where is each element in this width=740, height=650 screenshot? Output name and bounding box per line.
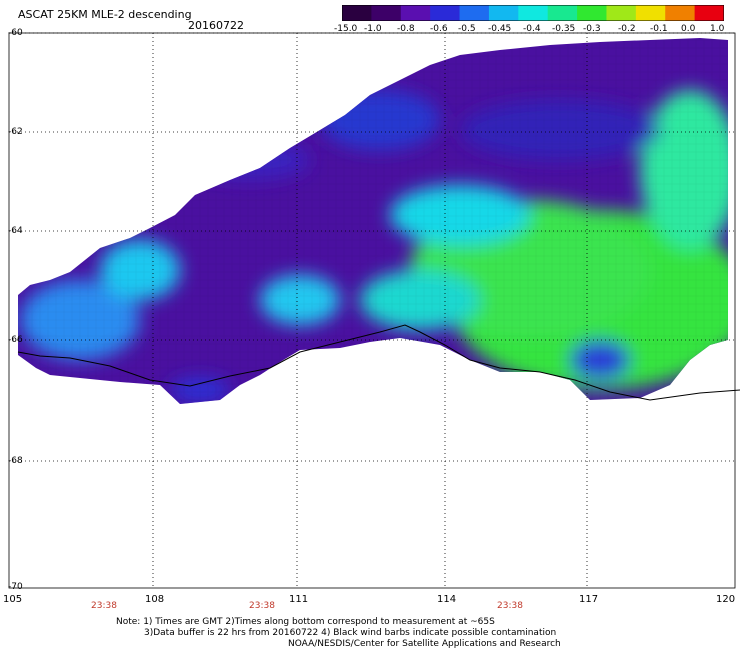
- colorbar-label: -0.1: [650, 24, 668, 34]
- time-label: 23:38: [249, 601, 275, 611]
- colorbar-label: 0.0: [681, 24, 696, 34]
- colorbar-label: -0.45: [488, 24, 512, 34]
- time-label: 23:38: [497, 601, 523, 611]
- colorbar-labels: -15.0 -1.0 -0.8 -0.6 -0.5 -0.45 -0.4 -0.…: [330, 24, 730, 38]
- colorbar-swatch: [577, 5, 607, 21]
- swath-data: [18, 38, 728, 404]
- coastline: [17, 324, 740, 401]
- lon-label: 111: [289, 594, 309, 605]
- colorbar-swatch: [459, 5, 490, 21]
- colorbar-swatch: [606, 5, 637, 21]
- colorbar-swatch: [488, 5, 519, 21]
- lon-label: 120: [716, 594, 736, 605]
- colorbar-swatch: [430, 5, 461, 21]
- colorbar-swatch: [547, 5, 578, 21]
- colorbar-swatch: [635, 5, 666, 21]
- time-label: 23:38: [91, 601, 117, 611]
- map-plot: [8, 32, 740, 589]
- note-line-1: Note: 1) Times are GMT 2)Times along bot…: [116, 617, 495, 627]
- colorbar-swatch: [371, 5, 402, 21]
- colorbar-swatch: [518, 5, 549, 21]
- colorbar-label: -1.0: [364, 24, 382, 34]
- colorbar-label: -0.8: [397, 24, 415, 34]
- colorbar-label: -0.35: [552, 24, 576, 34]
- note-line-3: NOAA/NESDIS/Center for Satellite Applica…: [288, 639, 561, 649]
- lat-label: -70: [8, 582, 23, 592]
- lat-label: -60: [8, 28, 23, 38]
- chart-title: ASCAT 25KM MLE-2 descending: [18, 8, 192, 21]
- lat-label: -64: [8, 226, 23, 236]
- lon-label: 108: [145, 594, 165, 605]
- colorbar-label: -0.4: [523, 24, 541, 34]
- colorbar-swatch: [400, 5, 431, 21]
- colorbar-label: -0.6: [430, 24, 448, 34]
- colorbar-label: -15.0: [334, 24, 358, 34]
- lon-label: 114: [437, 594, 457, 605]
- colorbar-swatch: [342, 5, 372, 21]
- chart-date: 20160722: [188, 19, 244, 32]
- lon-label: 105: [3, 594, 23, 605]
- lat-label: -68: [8, 456, 23, 466]
- lon-label: 117: [579, 594, 599, 605]
- colorbar-swatch: [694, 5, 724, 21]
- colorbar-label: -0.3: [583, 24, 601, 34]
- colorbar-swatch: [665, 5, 696, 21]
- colorbar-label: -0.2: [618, 24, 636, 34]
- lat-label: -66: [8, 335, 23, 345]
- plot-frame: [8, 32, 736, 589]
- colorbar-label: 1.0: [710, 24, 725, 34]
- colorbar-label: -0.5: [458, 24, 476, 34]
- lat-label: -62: [8, 127, 23, 137]
- note-line-2: 3)Data buffer is 22 hrs from 20160722 4)…: [144, 628, 557, 638]
- colorbar: [342, 5, 724, 21]
